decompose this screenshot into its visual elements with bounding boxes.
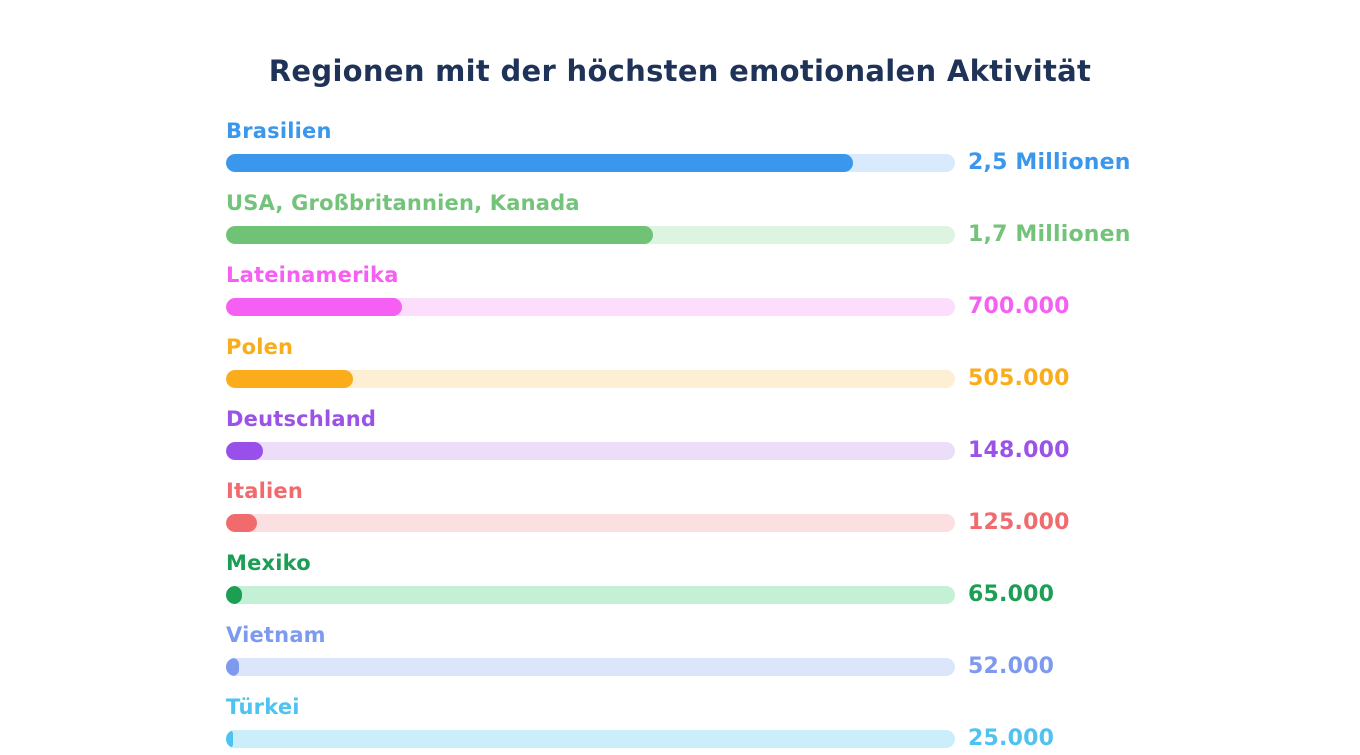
bar-line: 700.000 <box>226 294 1136 319</box>
bar-fill <box>226 513 258 532</box>
bar-fill <box>226 657 240 676</box>
region-label: Brasilien <box>226 119 332 143</box>
value-label: 25.000 <box>968 726 1055 751</box>
region-label: Mexiko <box>226 551 311 575</box>
region-label: Türkei <box>226 695 300 719</box>
value-label: 700.000 <box>968 294 1070 319</box>
bar-fill <box>226 729 233 748</box>
bar-track <box>226 657 955 676</box>
value-label: 2,5 Millionen <box>968 150 1131 175</box>
bar-line: 65.000 <box>226 582 1136 607</box>
bar-track <box>226 225 955 244</box>
bar-fill <box>226 297 402 316</box>
bar-line: 125.000 <box>226 510 1136 535</box>
bar-row: USA, Großbritannien, Kanada 1,7 Millionen <box>226 190 1136 247</box>
bar-row: Mexiko 65.000 <box>226 550 1136 607</box>
bar-row: Vietnam 52.000 <box>226 622 1136 679</box>
region-label: Polen <box>226 335 294 359</box>
bar-track <box>226 585 955 604</box>
value-label: 505.000 <box>968 366 1070 391</box>
bar-track <box>226 297 955 316</box>
value-label: 65.000 <box>968 582 1055 607</box>
bar-line: 2,5 Millionen <box>226 150 1136 175</box>
value-label: 52.000 <box>968 654 1055 679</box>
bar-row: Polen 505.000 <box>226 334 1136 391</box>
bar-fill <box>226 225 654 244</box>
bar-line: 52.000 <box>226 654 1136 679</box>
bar-fill <box>226 369 353 388</box>
bar-fill <box>226 441 264 460</box>
bar-fill <box>226 585 243 604</box>
region-label: Deutschland <box>226 407 377 431</box>
bar-row: Lateinamerika 700.000 <box>226 262 1136 319</box>
bar-track <box>226 153 955 172</box>
region-label: Italien <box>226 479 304 503</box>
value-label: 125.000 <box>968 510 1070 535</box>
bar-line: 25.000 <box>226 726 1136 751</box>
bar-row: Türkei 25.000 <box>226 694 1136 751</box>
region-label: USA, Großbritannien, Kanada <box>226 191 580 215</box>
value-label: 148.000 <box>968 438 1070 463</box>
bar-line: 1,7 Millionen <box>226 222 1136 247</box>
region-label: Vietnam <box>226 623 326 647</box>
region-label: Lateinamerika <box>226 263 399 287</box>
bar-rows: Brasilien 2,5 Millionen USA, Großbritannie… <box>226 118 1136 755</box>
bar-track <box>226 369 955 388</box>
bar-line: 505.000 <box>226 366 1136 391</box>
bar-row: Brasilien 2,5 Millionen <box>226 118 1136 175</box>
bar-track <box>226 729 955 748</box>
bar-line: 148.000 <box>226 438 1136 463</box>
bar-track <box>226 441 955 460</box>
bar-track <box>226 513 955 532</box>
bar-fill <box>226 153 853 172</box>
value-label: 1,7 Millionen <box>968 222 1131 247</box>
bar-row: Deutschland 148.000 <box>226 406 1136 463</box>
bar-row: Italien 125.000 <box>226 478 1136 535</box>
chart-title: Regionen mit der höchsten emotionalen Ak… <box>268 54 1092 88</box>
